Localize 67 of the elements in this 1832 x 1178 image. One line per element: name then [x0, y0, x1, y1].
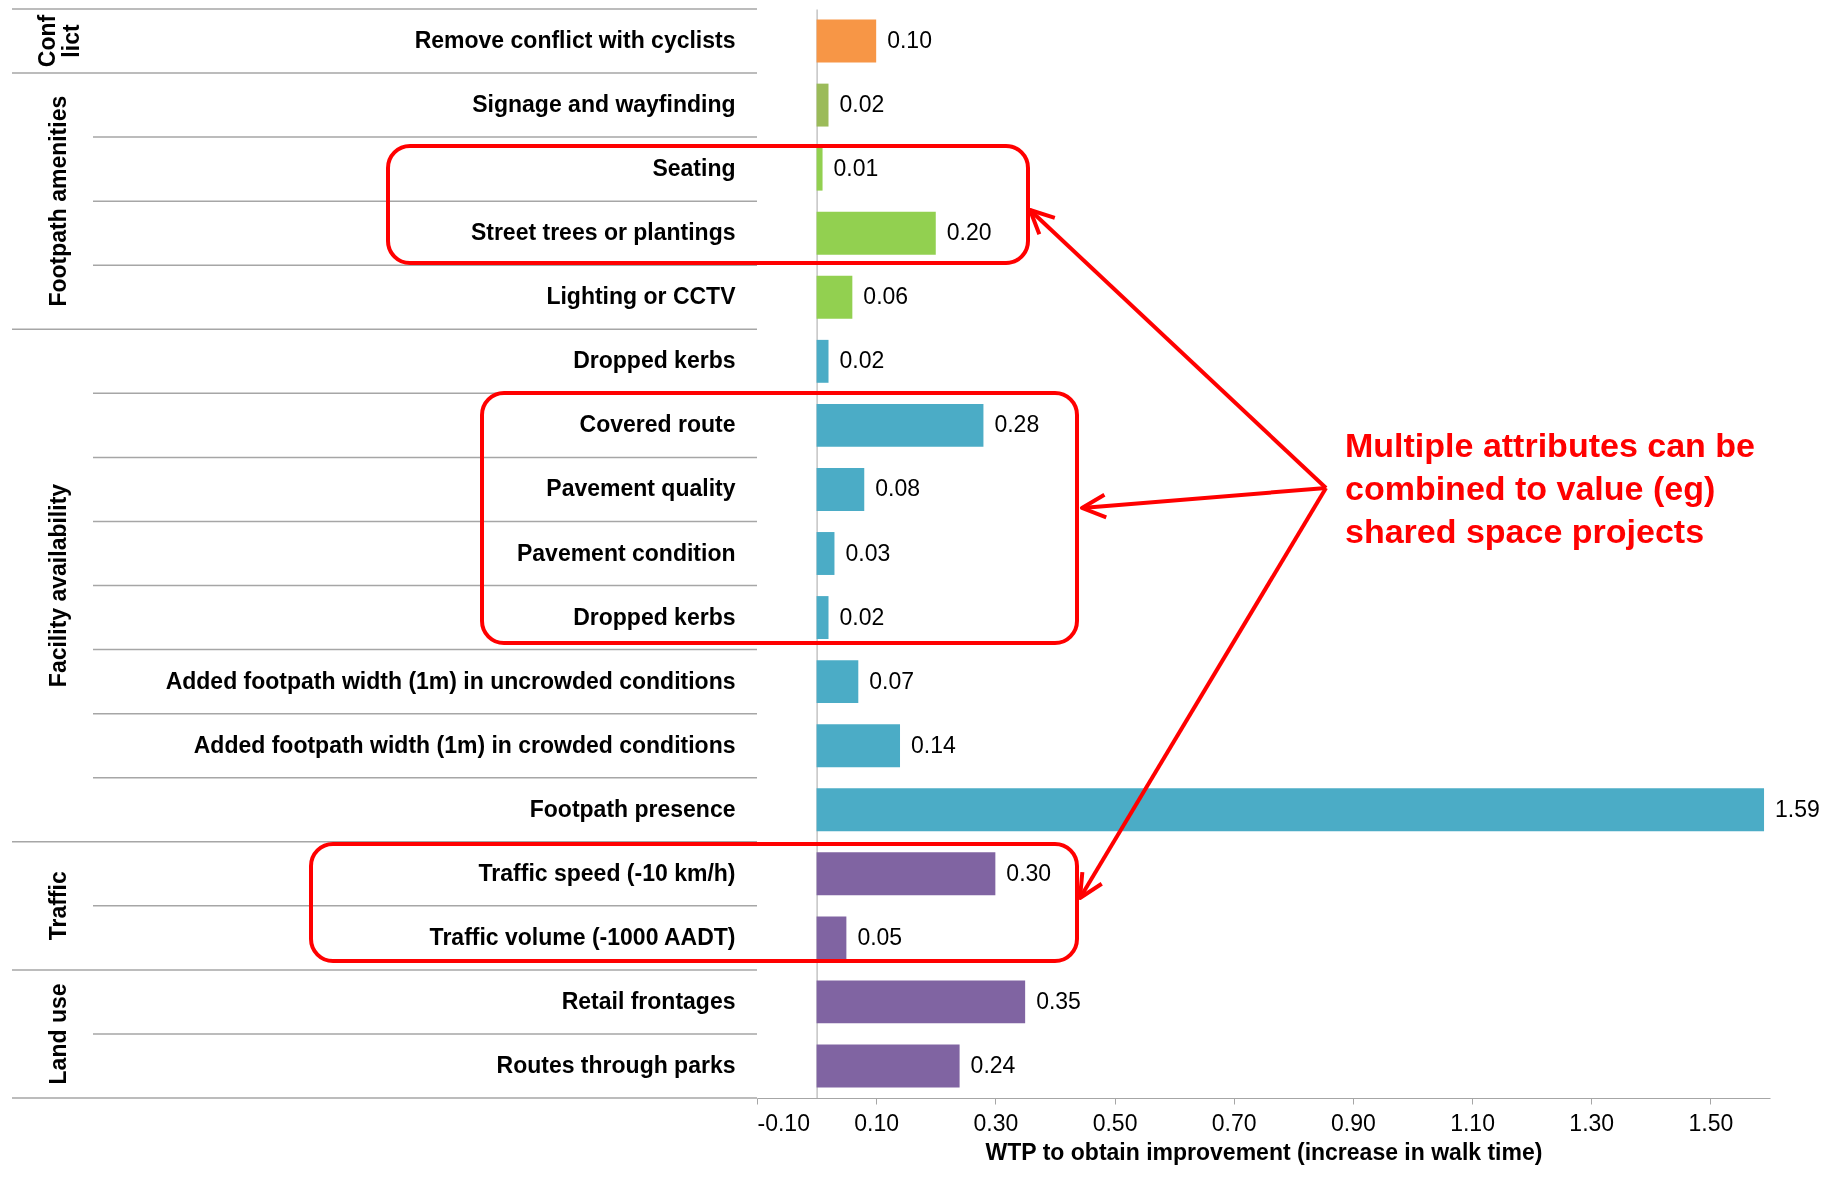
bar [816, 403, 984, 447]
bar [816, 532, 835, 575]
x-tick-label: 1.10 [1450, 1109, 1495, 1136]
y-tick-label: Footpath presence [529, 795, 736, 822]
data-label: 0.01 [833, 155, 879, 182]
data-label: 0.14 [911, 731, 956, 758]
data-label: 0.28 [994, 411, 1040, 438]
data-label: 0.03 [845, 539, 891, 566]
bar [816, 211, 936, 255]
data-label: 1.59 [1775, 795, 1820, 822]
y-tick-label: Traffic speed (-10 km/h) [478, 859, 736, 886]
data-label: 0.24 [970, 1051, 1016, 1078]
x-tick-label: 0.30 [973, 1109, 1019, 1136]
y-tick-label: Lighting or CCTV [546, 283, 737, 310]
data-label: 0.06 [863, 283, 909, 310]
bar [816, 19, 877, 63]
data-label: 0.08 [875, 475, 921, 502]
bar [816, 83, 829, 127]
y-tick-label: Retail frontages [561, 987, 736, 1014]
y-tick-label: Added footpath width (1m) in crowded conditions [193, 731, 736, 758]
x-tick-label: 0.50 [1092, 1109, 1138, 1136]
x-tick-label: 1.50 [1688, 1109, 1734, 1136]
y-tick-label: Added footpath width (1m) in uncrowded conditions [165, 667, 736, 694]
y-tick-label: Traffic volume (-1000 AADT) [429, 923, 736, 950]
x-tick-label: 1.30 [1569, 1109, 1615, 1136]
data-label: 0.10 [887, 27, 932, 54]
x-tick-label: 0.70 [1211, 1109, 1257, 1136]
y-tick-label: Pavement quality [546, 475, 736, 502]
bar [816, 980, 1026, 1024]
data-label: 0.05 [857, 923, 903, 950]
y-tick-label: Covered route [579, 411, 736, 438]
bar [816, 724, 901, 768]
data-label: 0.07 [869, 667, 915, 694]
y-tick-label: Pavement condition [516, 539, 736, 566]
bar [816, 596, 829, 640]
data-label: 0.30 [1006, 859, 1052, 886]
bar [816, 788, 1765, 832]
y-tick-label: Signage and wayfinding [472, 91, 736, 118]
bar [816, 1044, 960, 1088]
y-tick-label: Routes through parks [496, 1051, 736, 1078]
text: Footpath amenities [45, 95, 72, 307]
data-label: 0.02 [839, 347, 885, 374]
y-tick-label: Dropped kerbs [573, 603, 736, 630]
bar [816, 852, 996, 896]
data-label: 0.02 [839, 603, 885, 630]
bar [816, 275, 853, 319]
bar [816, 339, 829, 383]
y-tick-label: Street trees or plantings [470, 219, 736, 246]
data-label: 0.35 [1036, 987, 1081, 1014]
text: Traffic [45, 871, 72, 941]
y-tick-label: Dropped kerbs [573, 347, 736, 374]
x-axis-title: WTP to obtain improvement (increase in walk time) [985, 1138, 1543, 1165]
bar [816, 147, 823, 191]
text: Facility availability [45, 483, 72, 688]
bar [816, 467, 865, 511]
x-tick-label: 0.10 [854, 1109, 900, 1136]
x-tick-label: -0.10 [757, 1109, 810, 1136]
data-label: 0.20 [946, 219, 992, 246]
bar [816, 660, 859, 704]
x-tick-label: 0.90 [1331, 1109, 1376, 1136]
y-tick-label: Seating [652, 155, 736, 182]
text: Land use [45, 983, 72, 1085]
annotation: Multiple attributes can be combined to value (eg) shared space projects [1345, 426, 1755, 551]
y-tick-label: Remove conflict with cyclists [414, 27, 736, 54]
bar [816, 916, 847, 960]
text: Conflict [33, 14, 84, 68]
data-label: 0.02 [839, 91, 885, 118]
